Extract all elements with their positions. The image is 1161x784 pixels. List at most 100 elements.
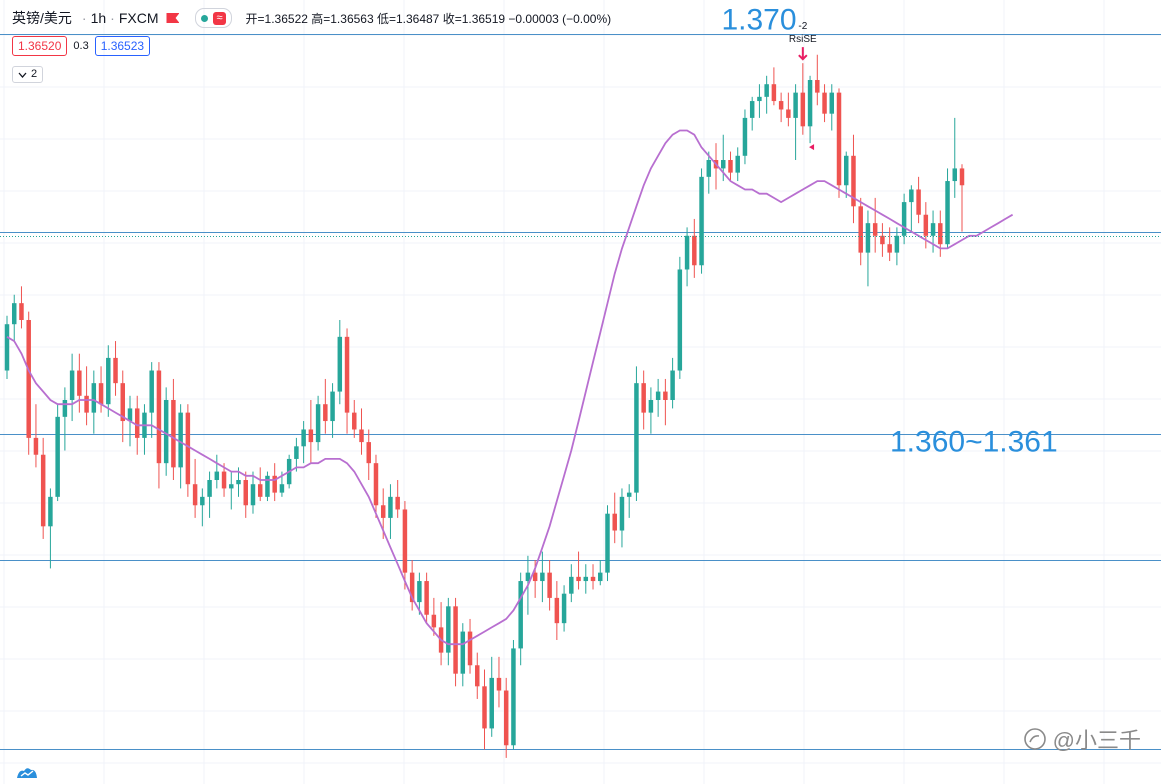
symbol-name[interactable]: 英镑/美元 — [12, 10, 72, 26]
candle-body — [91, 383, 97, 413]
candle-body — [706, 160, 712, 177]
candle-body — [829, 92, 835, 114]
candle-body — [843, 155, 849, 186]
candle-body — [670, 370, 675, 400]
interval[interactable]: 1h — [90, 10, 107, 26]
candle-body — [836, 92, 842, 186]
chevron-down-icon — [18, 72, 27, 78]
candle-body — [402, 509, 408, 573]
candle-body — [489, 677, 494, 729]
market-open-dot-icon — [201, 14, 209, 22]
candle-body — [901, 202, 907, 236]
candle-body — [185, 412, 191, 485]
flag-icon[interactable] — [166, 13, 180, 23]
candle-body — [84, 395, 89, 413]
candle-body — [409, 572, 415, 603]
candle-body — [19, 303, 24, 320]
signal-arrow-icon — [798, 47, 808, 61]
candle-body — [677, 269, 683, 371]
candle-body — [612, 513, 617, 531]
candle-body — [771, 84, 777, 102]
candle-body — [48, 496, 53, 527]
candle-body — [62, 400, 68, 417]
candle-body — [496, 677, 502, 691]
candle-body — [583, 576, 589, 582]
signal-triangle-icon — [809, 144, 815, 151]
candle-body — [626, 492, 632, 497]
candle-body — [156, 370, 162, 464]
candle-body — [699, 176, 704, 266]
candle-body — [807, 80, 813, 127]
candle-body — [815, 80, 820, 93]
support-annotation: 1.360~1.361 — [890, 426, 1058, 459]
candle-body — [250, 484, 256, 506]
candle-body — [26, 320, 31, 438]
candle-body — [200, 496, 205, 506]
candle-body — [113, 357, 118, 384]
candle-body — [692, 235, 697, 266]
candle-body — [648, 400, 654, 413]
candle-body — [880, 235, 885, 245]
candle-body — [569, 576, 574, 594]
candles — [4, 54, 965, 758]
candle-body — [40, 454, 46, 527]
candle-body — [540, 572, 545, 582]
candle-body — [655, 391, 661, 400]
candle-body — [619, 496, 625, 531]
candle-body — [4, 324, 10, 371]
buy-button[interactable]: 1.36523 — [94, 36, 151, 56]
candle-body — [475, 665, 480, 687]
candle-body — [98, 383, 104, 405]
candle-body — [308, 429, 314, 443]
candle-body — [822, 92, 827, 114]
candle-body — [257, 484, 263, 497]
candle-body — [55, 416, 60, 497]
candle-body — [945, 181, 950, 245]
candle-body — [598, 572, 603, 582]
indicators-toggle[interactable]: 2 — [12, 66, 44, 83]
chart-header: 英镑/美元 · 1h · FXCM ≈ 开=1.36522 高=1.36563 … — [12, 8, 612, 28]
candle-body — [344, 336, 350, 413]
candle-body — [337, 336, 343, 392]
candle-body — [887, 244, 892, 253]
candle-body — [243, 480, 248, 506]
candle-body — [221, 471, 227, 489]
candle-body — [742, 117, 748, 156]
spread-value: 0.3 — [73, 40, 89, 52]
candle-body — [395, 496, 400, 510]
candle-body — [106, 357, 111, 405]
candle-body — [380, 505, 386, 518]
sell-button[interactable]: 1.36520 — [12, 36, 68, 56]
candle-body — [11, 303, 17, 325]
candle-body — [330, 391, 335, 422]
candle-body — [359, 429, 364, 443]
candle-body — [431, 614, 437, 628]
candle-body — [786, 109, 791, 118]
candle-body — [453, 606, 458, 674]
candle-body — [424, 581, 429, 615]
indicator-count: 2 — [31, 68, 38, 80]
candle-body — [229, 484, 234, 489]
candle-body — [294, 446, 299, 459]
candle-body — [952, 168, 958, 182]
ma-line — [6, 129, 1014, 646]
candle-body — [236, 480, 241, 485]
status-pill[interactable]: ≈ — [195, 8, 232, 28]
candle-body — [793, 92, 798, 118]
candle-body — [511, 648, 516, 746]
wave-icon: ≈ — [213, 11, 226, 25]
candle-body — [728, 160, 733, 173]
candle-body — [764, 84, 769, 97]
candle-body — [605, 513, 610, 573]
candle-body — [851, 155, 856, 207]
candle-body — [938, 223, 943, 245]
candle-body — [178, 412, 183, 468]
candle-body — [532, 572, 538, 582]
watermark: @小三千 — [1023, 723, 1141, 755]
candle-body — [865, 223, 871, 253]
candle-body — [265, 475, 270, 497]
candle-body — [684, 235, 690, 270]
candle-body — [149, 370, 154, 413]
candle-body — [323, 404, 328, 422]
